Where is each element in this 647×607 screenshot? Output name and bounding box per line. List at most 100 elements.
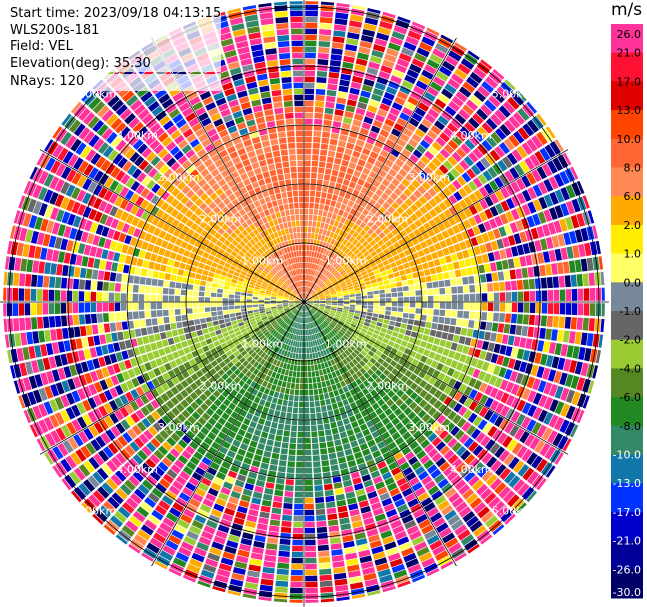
range-gate [357,205,365,213]
ray [305,27,440,299]
range-gate [459,159,470,171]
range-gate [332,433,341,441]
range-gate [366,176,375,184]
range-gate [320,586,334,593]
range-gate [199,312,206,319]
range-gate [268,389,275,397]
range-gate [335,395,342,403]
range-gate [375,219,383,227]
range-gate [406,324,413,331]
range-gate [319,580,333,587]
range-gate [549,191,559,205]
range-gate [391,331,399,338]
range-gate [156,340,164,349]
range-gate [411,58,425,69]
range-gate [327,265,333,271]
range-gate [534,315,542,326]
range-gate [102,281,109,291]
range-gate [447,183,457,194]
range-gate [260,578,274,586]
range-gate [349,302,356,305]
range-gate [423,328,431,335]
range-gate [337,140,347,148]
range-gate [281,442,289,449]
range-gate [97,323,105,334]
range-gate [304,431,311,438]
range-gate [316,289,322,294]
range-gate [410,266,418,273]
range-gate [295,383,300,390]
range-gate [270,384,277,391]
range-gate [469,71,483,84]
range-gate [315,94,325,102]
range-gate [200,257,207,264]
range-gate [334,578,348,586]
range-gate [491,322,499,332]
range-gate [564,275,571,288]
range-gate [174,302,181,309]
range-gate [380,65,393,74]
range-gate [410,213,419,222]
range-gate [349,14,364,22]
range-gate [307,298,313,301]
range-gate [571,303,578,316]
range-gate [456,175,467,187]
range-gate [319,442,327,449]
range-gate [261,499,272,507]
range-gate [366,67,379,76]
range-gate [312,215,318,221]
range-gate [457,294,464,302]
range-gate [329,458,338,466]
range-gate [305,46,317,53]
range-gate [30,303,37,316]
range-gate [320,254,325,260]
range-gate [381,178,391,187]
ray [307,180,585,301]
range-gate [351,5,366,11]
range-gate [305,581,318,588]
range-gate [423,64,437,75]
range-gate [378,70,391,80]
range-gate [379,223,387,231]
range-gate [336,177,344,184]
range-gate [257,442,266,450]
range-gate [462,276,469,285]
range-gate [421,181,431,191]
range-gate [367,156,376,165]
range-gate [291,563,303,570]
range-gate [228,294,235,299]
range-gate [210,297,217,302]
range-gate [299,341,302,348]
range-gate [290,575,303,582]
range-gate [565,200,576,215]
range-gate [315,227,320,234]
range-gate [264,401,271,408]
range-gate [218,319,225,325]
range-gate [304,479,313,486]
range-gate [287,406,293,413]
range-gate [148,334,156,343]
range-gate [200,323,208,329]
range-gate [332,120,342,128]
range-gate [488,218,498,229]
range-gate [337,91,348,99]
range-gate [397,307,404,312]
range-gate [367,247,375,254]
range-gate [235,312,242,317]
range-gate [288,370,293,377]
range-gate [582,317,589,331]
range-gate [509,269,517,280]
range-gate [382,259,390,266]
range-gate [316,82,326,90]
range-gate [301,347,304,354]
range-gate [304,208,309,215]
range-gate [321,137,330,144]
range-gate [136,258,144,267]
range-gate [255,479,265,488]
range-gate [304,515,315,522]
range-gate [225,277,232,283]
range-gate [389,36,403,46]
range-gate [373,305,380,310]
range-gate [78,302,85,313]
range-gate [322,277,328,283]
